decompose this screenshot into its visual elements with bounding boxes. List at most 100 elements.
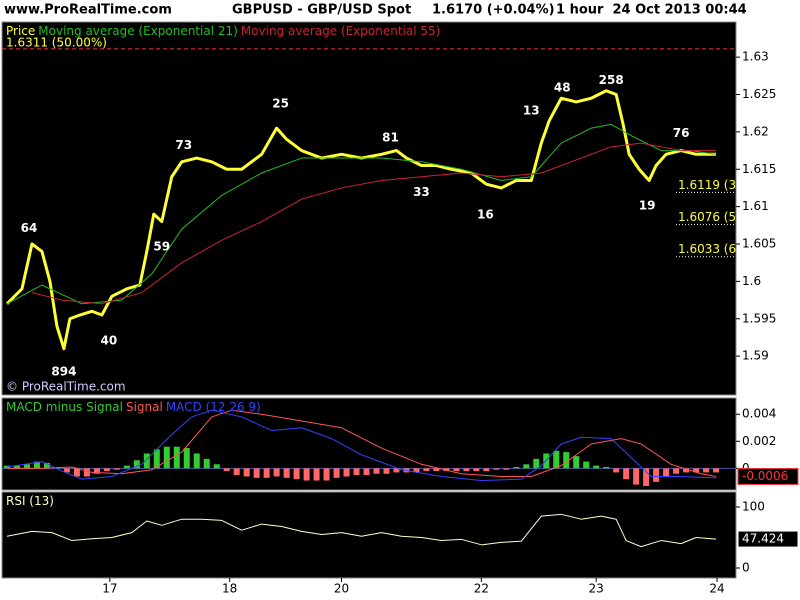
histogram-bar <box>593 465 600 469</box>
annotation: 64 <box>21 221 38 235</box>
histogram-bar <box>503 468 510 470</box>
x-tick-label: 20 <box>334 582 349 596</box>
level-label: 1.6119 (38 <box>678 178 744 192</box>
last-value: -0.0006 <box>742 469 788 483</box>
histogram-bar <box>363 468 370 476</box>
histogram-bar <box>483 468 490 472</box>
y-tick-label: 0 <box>742 560 750 574</box>
histogram-bar <box>243 468 250 477</box>
histogram-bar <box>673 468 680 474</box>
histogram-bar <box>133 460 140 469</box>
annotation: 40 <box>101 334 118 348</box>
histogram-bar <box>393 468 400 473</box>
legend-entry: Moving average (Exponential 21) <box>38 24 238 38</box>
histogram-bar <box>283 468 290 478</box>
histogram-bar <box>433 468 440 472</box>
y-tick-label: 1.605 <box>742 237 776 251</box>
last-value: 47.424 <box>742 532 784 546</box>
histogram-bar <box>453 468 460 472</box>
y-tick-label: 1.59 <box>742 349 769 363</box>
series-line <box>6 409 717 477</box>
histogram-bar <box>653 468 660 482</box>
x-tick-label: 23 <box>589 582 604 596</box>
histogram-bar <box>713 468 720 473</box>
histogram-bar <box>663 468 670 477</box>
histogram-bar <box>303 468 310 481</box>
series-line <box>6 513 717 548</box>
annotation: 258 <box>599 73 624 87</box>
panel-background <box>1 21 737 396</box>
series-line <box>31 142 717 305</box>
y-tick-label: 0.004 <box>742 407 776 421</box>
histogram-bar <box>273 468 280 477</box>
histogram-bar <box>43 462 50 469</box>
histogram-bar <box>583 461 590 469</box>
histogram-bar <box>383 468 390 474</box>
legend-entry: Moving average (Exponential 55) <box>241 24 441 38</box>
histogram-bar <box>233 468 240 476</box>
histogram-bar <box>423 468 430 472</box>
y-tick-label: 1.63 <box>742 50 769 64</box>
histogram-bar <box>93 468 100 474</box>
quote: 1.6170 (+0.04%) <box>432 3 555 18</box>
histogram-bar <box>493 468 500 470</box>
x-tick-label: 22 <box>474 582 489 596</box>
histogram-bar <box>143 453 150 469</box>
plot-area <box>6 513 717 548</box>
annotation: 25 <box>272 97 289 111</box>
histogram-bar <box>513 467 520 469</box>
histogram-bar <box>333 468 340 478</box>
histogram-bar <box>573 456 580 469</box>
histogram-bar <box>123 465 130 469</box>
y-tick-label: 1.595 <box>742 311 776 325</box>
histogram-bar <box>523 464 530 469</box>
histogram-bar <box>293 468 300 480</box>
x-tick-label: 18 <box>222 582 237 596</box>
legend-entry: MACD (12 26 9) <box>166 400 261 414</box>
histogram-bar <box>533 458 540 469</box>
histogram-bar <box>353 468 360 476</box>
y-tick-label: 1.61 <box>742 199 769 213</box>
x-tick-label: 24 <box>709 582 724 596</box>
instrument: GBPUSD - GBP/USD Spot <box>232 3 411 18</box>
histogram-bar <box>413 468 420 473</box>
histogram-bar <box>563 452 570 469</box>
series-line <box>6 123 717 305</box>
last-value-box <box>737 530 799 548</box>
histogram-bar <box>63 468 70 473</box>
histogram-bar <box>623 468 630 480</box>
histogram-bar <box>553 450 560 469</box>
histogram-bar <box>313 468 320 481</box>
y-tick-label: 1.62 <box>742 124 769 138</box>
histogram-bar <box>633 468 640 485</box>
annotation: 19 <box>639 198 656 212</box>
legend: MACD minus Signal Signal MACD (12 26 9) <box>6 400 261 414</box>
legend-entry: RSI (13) <box>6 494 54 508</box>
legend-entry: Signal <box>126 400 163 414</box>
histogram-bar <box>263 468 270 478</box>
annotation: 59 <box>153 239 170 253</box>
period: 1 hour 24 Oct 2013 00:44 <box>556 3 747 18</box>
histogram-bar <box>343 468 350 477</box>
histogram-bar <box>373 468 380 474</box>
histogram-bar <box>23 464 30 469</box>
annotation: 894 <box>51 364 76 378</box>
histogram-bar <box>213 464 220 469</box>
histogram-bar <box>473 468 480 472</box>
histogram-bar <box>173 446 180 469</box>
histogram-bar <box>13 465 20 469</box>
annotation: 76 <box>673 126 690 140</box>
histogram-bar <box>643 468 650 486</box>
watermark: © ProRealTime.com <box>6 380 126 394</box>
histogram-bar <box>203 458 210 469</box>
y-tick-label: 0 <box>742 461 750 475</box>
y-tick-label: 1.615 <box>742 162 776 176</box>
histogram-bar <box>603 467 610 469</box>
histogram-bar <box>193 453 200 469</box>
histogram-bar <box>323 468 330 481</box>
legend: RSI (13) <box>6 494 54 508</box>
annotation: 33 <box>413 185 430 199</box>
histogram-bar <box>703 468 710 473</box>
y-tick-label: 0.002 <box>742 434 776 448</box>
